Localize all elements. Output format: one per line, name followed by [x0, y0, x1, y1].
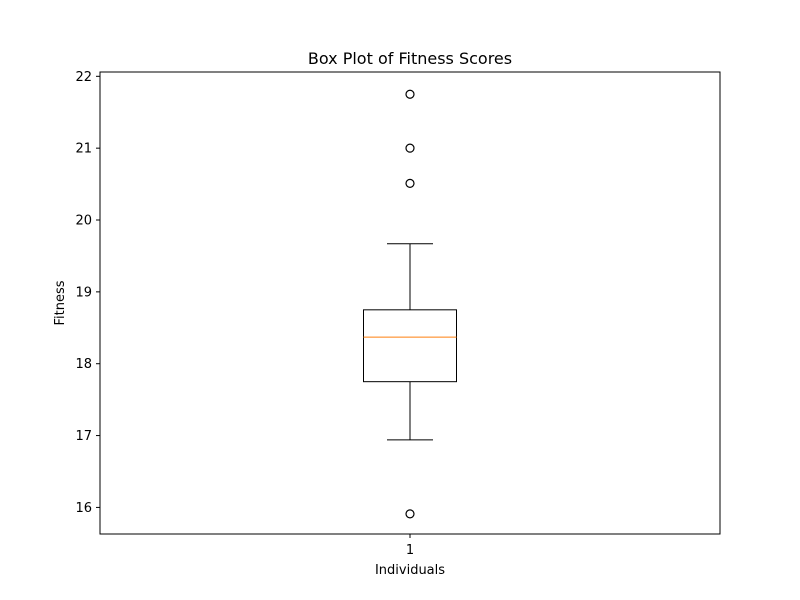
x-axis-label: Individuals — [375, 563, 445, 578]
outlier-point — [405, 89, 415, 99]
outlier-point — [405, 509, 415, 519]
y-tick-label: 18 — [75, 357, 92, 372]
y-tick-label: 20 — [75, 214, 92, 229]
outlier-point — [405, 178, 415, 188]
x-tick-label: 1 — [406, 543, 414, 558]
y-tick-label: 21 — [75, 142, 92, 157]
y-tick-label: 19 — [75, 285, 92, 300]
y-axis-label: Fitness — [53, 280, 68, 325]
box-plot-marks — [363, 89, 457, 519]
y-tick-label: 16 — [75, 501, 92, 516]
y-tick-label: 17 — [75, 429, 92, 444]
interquartile-box — [363, 309, 457, 383]
chart-title: Box Plot of Fitness Scores — [308, 49, 512, 68]
x-axis-ticks: 1 — [406, 534, 414, 558]
outlier-point — [405, 143, 415, 153]
y-tick-label: 22 — [75, 70, 92, 85]
y-axis-ticks: 16 17 18 19 20 21 22 — [75, 70, 100, 516]
